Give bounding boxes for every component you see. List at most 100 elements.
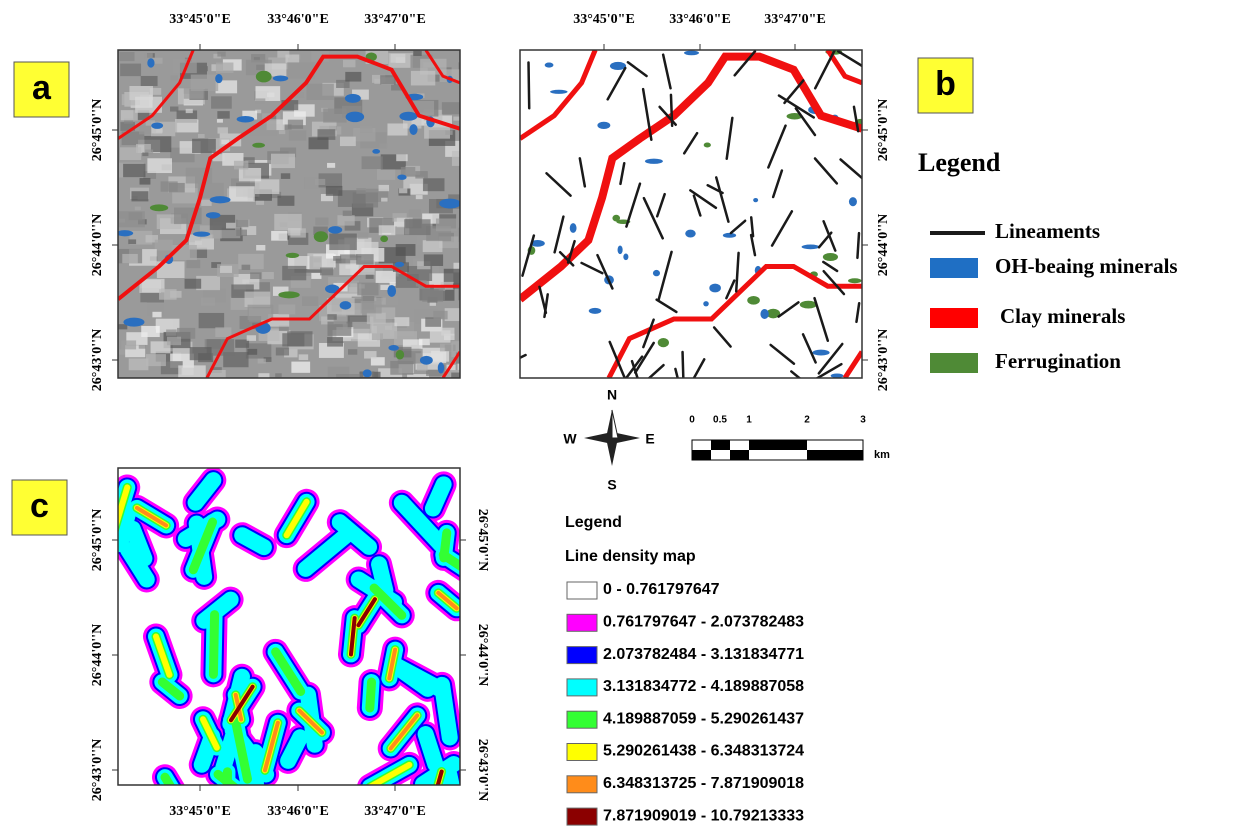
texture <box>135 207 141 211</box>
density-band <box>288 737 300 761</box>
texture <box>372 333 383 340</box>
texture <box>217 119 223 123</box>
left-tick-label: 26°45'0''N <box>90 99 105 161</box>
top-tick-label: 33°47'0"E <box>764 12 826 27</box>
compass-needle <box>612 410 618 438</box>
right-tick-label: 26°44'0''N <box>475 624 490 686</box>
texture <box>311 273 321 279</box>
mineral-spot <box>438 362 444 373</box>
texture <box>445 308 467 321</box>
texture <box>309 137 329 149</box>
texture <box>255 179 279 194</box>
mineral-spot <box>703 301 709 306</box>
texture <box>274 214 301 230</box>
texture <box>216 63 234 74</box>
texture <box>336 374 363 390</box>
lineament <box>529 63 530 109</box>
texture <box>407 374 429 387</box>
mineral-spot <box>340 301 352 309</box>
bottom-tick-label: 33°47'0"E <box>364 804 426 819</box>
density-swatch <box>567 679 597 696</box>
texture <box>413 51 421 56</box>
mineral-spot <box>206 212 220 218</box>
background <box>905 0 1235 829</box>
texture <box>140 178 151 185</box>
texture <box>199 313 225 328</box>
texture <box>424 254 443 266</box>
texture <box>186 109 193 113</box>
mineral-spot <box>800 301 817 309</box>
top-tick-label: 33°47'0"E <box>364 12 426 27</box>
mineral-spot <box>399 112 417 121</box>
texture <box>242 279 249 283</box>
right-tick-label: 26°43'0''N <box>475 739 490 801</box>
texture <box>445 130 452 134</box>
mineral-spot <box>237 116 255 123</box>
texture <box>242 265 251 270</box>
mineral-spot <box>812 350 829 356</box>
texture <box>236 220 248 227</box>
texture <box>345 72 361 82</box>
texture <box>123 164 145 177</box>
texture <box>356 188 366 194</box>
texture <box>142 152 148 156</box>
mineral-spot <box>420 356 433 365</box>
texture <box>217 127 227 133</box>
mineral-spot <box>597 122 610 129</box>
mineral-spot <box>193 232 210 237</box>
texture <box>343 60 355 67</box>
bottom-tick-label: 33°46'0"E <box>267 804 329 819</box>
texture <box>327 163 335 168</box>
texture <box>289 130 306 140</box>
density-label: 0.761797647 - 2.073782483 <box>603 614 804 631</box>
texture <box>396 154 407 161</box>
texture <box>436 377 456 389</box>
texture <box>282 266 306 280</box>
texture <box>355 242 379 256</box>
texture <box>423 240 443 252</box>
mineral-spot <box>314 231 328 242</box>
texture <box>256 245 265 251</box>
texture <box>256 98 266 104</box>
right-tick-label: 26°45'0''N <box>876 99 891 161</box>
top-tick-label: 33°45'0"E <box>169 12 231 27</box>
texture <box>315 218 328 226</box>
texture <box>144 53 153 58</box>
texture <box>357 283 378 296</box>
texture <box>217 52 225 57</box>
texture <box>129 358 149 370</box>
density-label: 7.871909019 - 10.79213333 <box>603 807 804 824</box>
texture <box>128 239 136 244</box>
texture <box>416 195 423 199</box>
scale-label: 0.5 <box>713 415 727 426</box>
texture <box>281 173 290 179</box>
texture <box>167 337 181 345</box>
mineral-spot <box>685 230 695 238</box>
mineral-spot <box>550 90 568 94</box>
texture <box>275 373 281 377</box>
scale-segment <box>730 450 749 460</box>
texture <box>220 266 232 273</box>
texture <box>171 76 179 81</box>
legend-title: Legend <box>918 148 1001 177</box>
texture <box>239 168 261 181</box>
texture <box>442 102 462 114</box>
mineral-spot <box>684 51 699 56</box>
texture <box>361 301 382 314</box>
scale-segment <box>692 450 711 460</box>
texture <box>379 225 396 235</box>
density-swatch <box>567 582 597 599</box>
texture <box>433 311 447 320</box>
texture <box>394 317 409 326</box>
texture <box>131 191 148 201</box>
texture <box>229 186 255 201</box>
texture <box>159 289 177 300</box>
texture <box>192 139 216 153</box>
mineral-spot <box>753 198 758 202</box>
mineral-spot <box>210 196 231 203</box>
map-c <box>113 468 484 829</box>
panel-label: c <box>30 487 49 525</box>
texture <box>175 119 197 132</box>
density-legend-subtitle: Line density map <box>565 548 696 565</box>
mineral-spot <box>409 124 417 135</box>
